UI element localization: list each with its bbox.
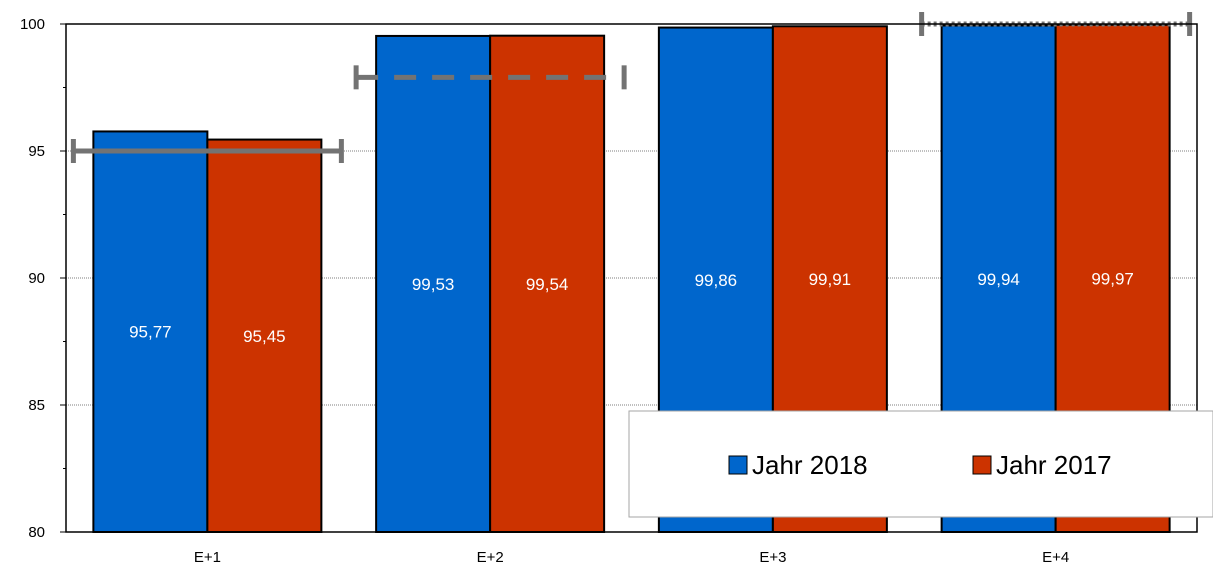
legend-label-series-2: Jahr 2017 xyxy=(996,450,1112,480)
data-label-series-2-E+3: 99,91 xyxy=(809,270,852,289)
data-label-series-1-E+2: 99,53 xyxy=(412,275,455,294)
legend-label-series-1: Jahr 2018 xyxy=(752,450,868,480)
data-label-series-1-E+4: 99,94 xyxy=(977,270,1020,289)
legend-swatch-series-1 xyxy=(728,455,748,475)
legend-box xyxy=(628,410,1213,518)
y-tick-label-80: 80 xyxy=(28,524,45,541)
legend-swatch-series-2 xyxy=(972,455,992,475)
data-label-series-2-E+4: 99,97 xyxy=(1091,269,1134,288)
bar-series-2-E+2 xyxy=(489,34,606,534)
legend: Jahr 2018 Jahr 2017 xyxy=(628,410,1213,518)
x-tick-label-E+2: E+2 xyxy=(477,549,504,566)
y-tick-label-95: 95 xyxy=(28,143,45,160)
y-tick-label-100: 100 xyxy=(20,16,45,33)
y-tick-label-85: 85 xyxy=(28,397,45,414)
data-label-series-2-E+2: 99,54 xyxy=(526,275,569,294)
y-tick-label-90: 90 xyxy=(28,270,45,287)
axes: 80 85 90 95 100 E+1 E+2 E+3 E+4 xyxy=(20,16,1069,566)
data-label-series-2-E+1: 95,45 xyxy=(243,327,286,346)
x-tick-label-E+1: E+1 xyxy=(194,549,221,566)
x-tick-label-E+4: E+4 xyxy=(1042,549,1069,566)
bar-series-1-E+1 xyxy=(92,130,209,534)
data-label-series-1-E+1: 95,77 xyxy=(129,323,172,342)
data-labels: 95,77 95,45 99,53 99,54 99,86 99,91 99,94 99,97 xyxy=(129,269,1134,345)
data-label-series-1-E+3: 99,86 xyxy=(695,271,738,290)
bar-series-2-E+1 xyxy=(206,138,323,533)
x-tick-label-E+3: E+3 xyxy=(759,549,786,566)
bar-series-1-E+2 xyxy=(375,34,492,534)
